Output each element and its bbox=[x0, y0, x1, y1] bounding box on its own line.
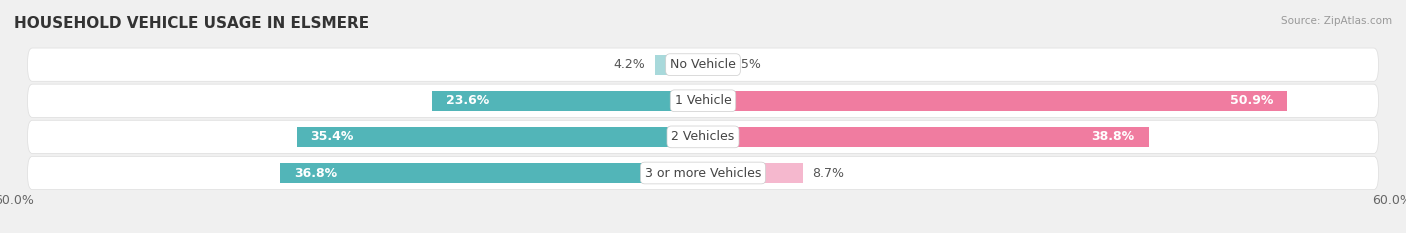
FancyBboxPatch shape bbox=[28, 48, 1378, 81]
FancyBboxPatch shape bbox=[28, 156, 1378, 190]
Text: 50.9%: 50.9% bbox=[1230, 94, 1274, 107]
Text: 1 Vehicle: 1 Vehicle bbox=[675, 94, 731, 107]
Text: 8.7%: 8.7% bbox=[813, 167, 844, 179]
Text: 2 Vehicles: 2 Vehicles bbox=[672, 130, 734, 143]
Bar bbox=[703, 163, 803, 183]
Text: 3 or more Vehicles: 3 or more Vehicles bbox=[645, 167, 761, 179]
Text: 1.5%: 1.5% bbox=[730, 58, 761, 71]
Text: 35.4%: 35.4% bbox=[311, 130, 354, 143]
Bar bbox=[297, 127, 703, 147]
Text: No Vehicle: No Vehicle bbox=[671, 58, 735, 71]
Bar bbox=[703, 127, 1149, 147]
Text: 4.2%: 4.2% bbox=[614, 58, 645, 71]
Text: Source: ZipAtlas.com: Source: ZipAtlas.com bbox=[1281, 16, 1392, 26]
Text: HOUSEHOLD VEHICLE USAGE IN ELSMERE: HOUSEHOLD VEHICLE USAGE IN ELSMERE bbox=[14, 16, 370, 31]
Bar bbox=[703, 91, 1288, 111]
FancyBboxPatch shape bbox=[28, 84, 1378, 117]
FancyBboxPatch shape bbox=[28, 120, 1378, 154]
Bar bbox=[703, 55, 720, 75]
Bar bbox=[655, 55, 703, 75]
Text: 38.8%: 38.8% bbox=[1091, 130, 1135, 143]
Bar bbox=[432, 91, 703, 111]
Bar bbox=[280, 163, 703, 183]
Text: 23.6%: 23.6% bbox=[446, 94, 489, 107]
Text: 36.8%: 36.8% bbox=[294, 167, 337, 179]
